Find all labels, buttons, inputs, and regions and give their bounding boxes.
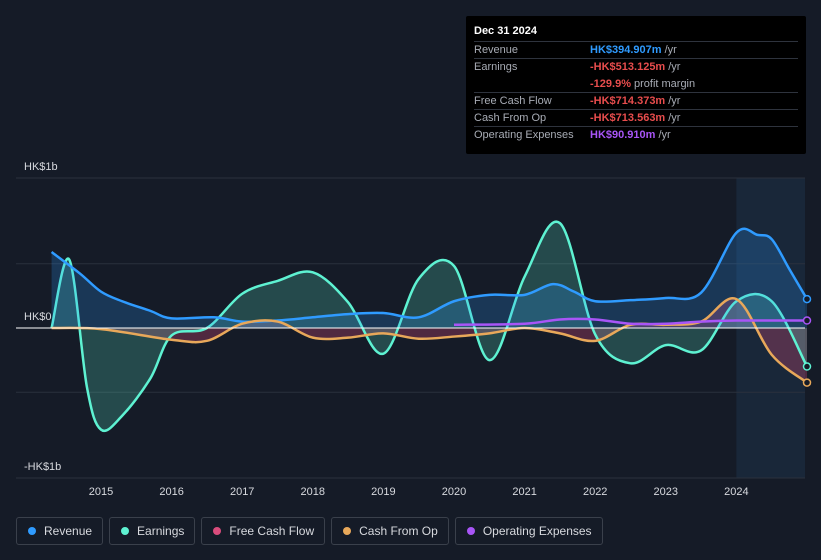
series-line-cash-from-op — [51, 297, 808, 384]
end-marker-operating-expenses — [802, 316, 812, 325]
tooltip-row-unit: /yr — [668, 95, 681, 107]
tooltip-row-value: -HK$513.125m — [590, 61, 666, 73]
tooltip-row-value: -HK$713.563m — [590, 112, 666, 124]
series-layer — [50, 220, 809, 433]
legend: Revenue Earnings Free Cash Flow Cash From O… — [16, 517, 609, 545]
tooltip-row: Earnings -HK$513.125m/yr — [474, 58, 798, 75]
x-tick-label: 2024 — [724, 486, 748, 498]
x-tick-label: 2015 — [89, 486, 113, 498]
legend-item-free-cash-flow[interactable]: Free Cash Flow — [201, 517, 326, 545]
legend-label: Cash From Op — [359, 524, 438, 538]
y-tick-label: HK$0 — [24, 311, 52, 323]
x-tick-label: 2018 — [301, 486, 325, 498]
legend-item-cash-from-op[interactable]: Cash From Op — [331, 517, 449, 545]
end-marker-revenue — [802, 294, 812, 304]
series-line-earnings — [50, 220, 809, 433]
tooltip-row-value: HK$90.910m — [590, 129, 656, 141]
y-axis: HK$1b HK$0 -HK$1b — [24, 161, 61, 473]
tooltip-row-unit: /yr — [658, 129, 671, 141]
y-tick-label: -HK$1b — [24, 461, 61, 473]
tooltip-row: Revenue HK$394.907m/yr — [474, 41, 798, 58]
series-area-earnings — [51, 221, 807, 431]
tooltip-row: Cash From Op -HK$713.563m/yr — [474, 109, 798, 126]
tooltip-row-label: Cash From Op — [474, 112, 547, 124]
x-tick-label: 2020 — [442, 486, 466, 498]
tooltip-row-unit: /yr — [668, 61, 681, 73]
tooltip-row-unit: profit margin — [633, 77, 696, 90]
grid-lines — [16, 177, 805, 479]
tooltip-row-value: -HK$714.373m — [590, 95, 666, 107]
x-tick-label: 2017 — [230, 486, 254, 498]
y-tick-label: HK$1b — [24, 161, 58, 173]
end-marker-earnings — [802, 362, 812, 371]
tooltip: Dec 31 2024 Revenue HK$394.907m/yr Earning… — [466, 16, 806, 154]
tooltip-rows: Revenue HK$394.907m/yr Earnings -HK$513.125… — [474, 41, 798, 143]
legend-dot — [343, 527, 352, 535]
tooltip-row: Free Cash Flow -HK$714.373m/yr — [474, 92, 798, 109]
legend-label: Revenue — [44, 524, 93, 538]
x-tick-label: 2021 — [512, 486, 536, 498]
series-line-operating-expenses — [453, 317, 807, 327]
series-area-revenue — [51, 228, 807, 328]
tooltip-row-label: Free Cash Flow — [474, 95, 552, 107]
end-marker-cash-from-op — [802, 378, 812, 387]
legend-label: Earnings — [137, 524, 185, 538]
legend-dot — [466, 527, 475, 535]
legend-label: Free Cash Flow — [229, 524, 315, 538]
tooltip-row: -129.9% profit margin — [474, 75, 798, 92]
tooltip-row-unit: /yr — [668, 112, 681, 124]
legend-label: Operating Expenses — [482, 524, 592, 538]
legend-item-earnings[interactable]: Earnings — [109, 517, 196, 545]
tooltip-row-unit: /yr — [664, 44, 677, 56]
tooltip-row-value: HK$394.907m — [590, 44, 662, 56]
tooltip-row: Operating Expenses HK$90.910m/yr — [474, 126, 798, 143]
x-axis: 2015 2016 2017 2018 2019 2020 2021 2022 2023 2024 — [89, 486, 749, 498]
tooltip-date: Dec 31 2024 — [474, 25, 537, 37]
tooltip-row-label: Earnings — [474, 61, 518, 73]
tooltip-row-label: Revenue — [474, 44, 519, 56]
legend-dot — [213, 527, 222, 535]
x-tick-label: 2023 — [654, 486, 678, 498]
x-tick-label: 2019 — [371, 486, 395, 498]
x-tick-label: 2022 — [583, 486, 607, 498]
end-markers — [802, 294, 812, 387]
legend-dot — [28, 527, 36, 535]
legend-item-operating-expenses[interactable]: Operating Expenses — [454, 517, 603, 545]
x-tick-label: 2016 — [159, 486, 183, 498]
tooltip-row-value: -129.9% — [590, 77, 631, 90]
series-line-revenue — [50, 227, 809, 323]
tooltip-row-label: Operating Expenses — [474, 129, 574, 141]
legend-dot — [121, 527, 130, 535]
legend-item-revenue[interactable]: Revenue — [16, 517, 104, 545]
